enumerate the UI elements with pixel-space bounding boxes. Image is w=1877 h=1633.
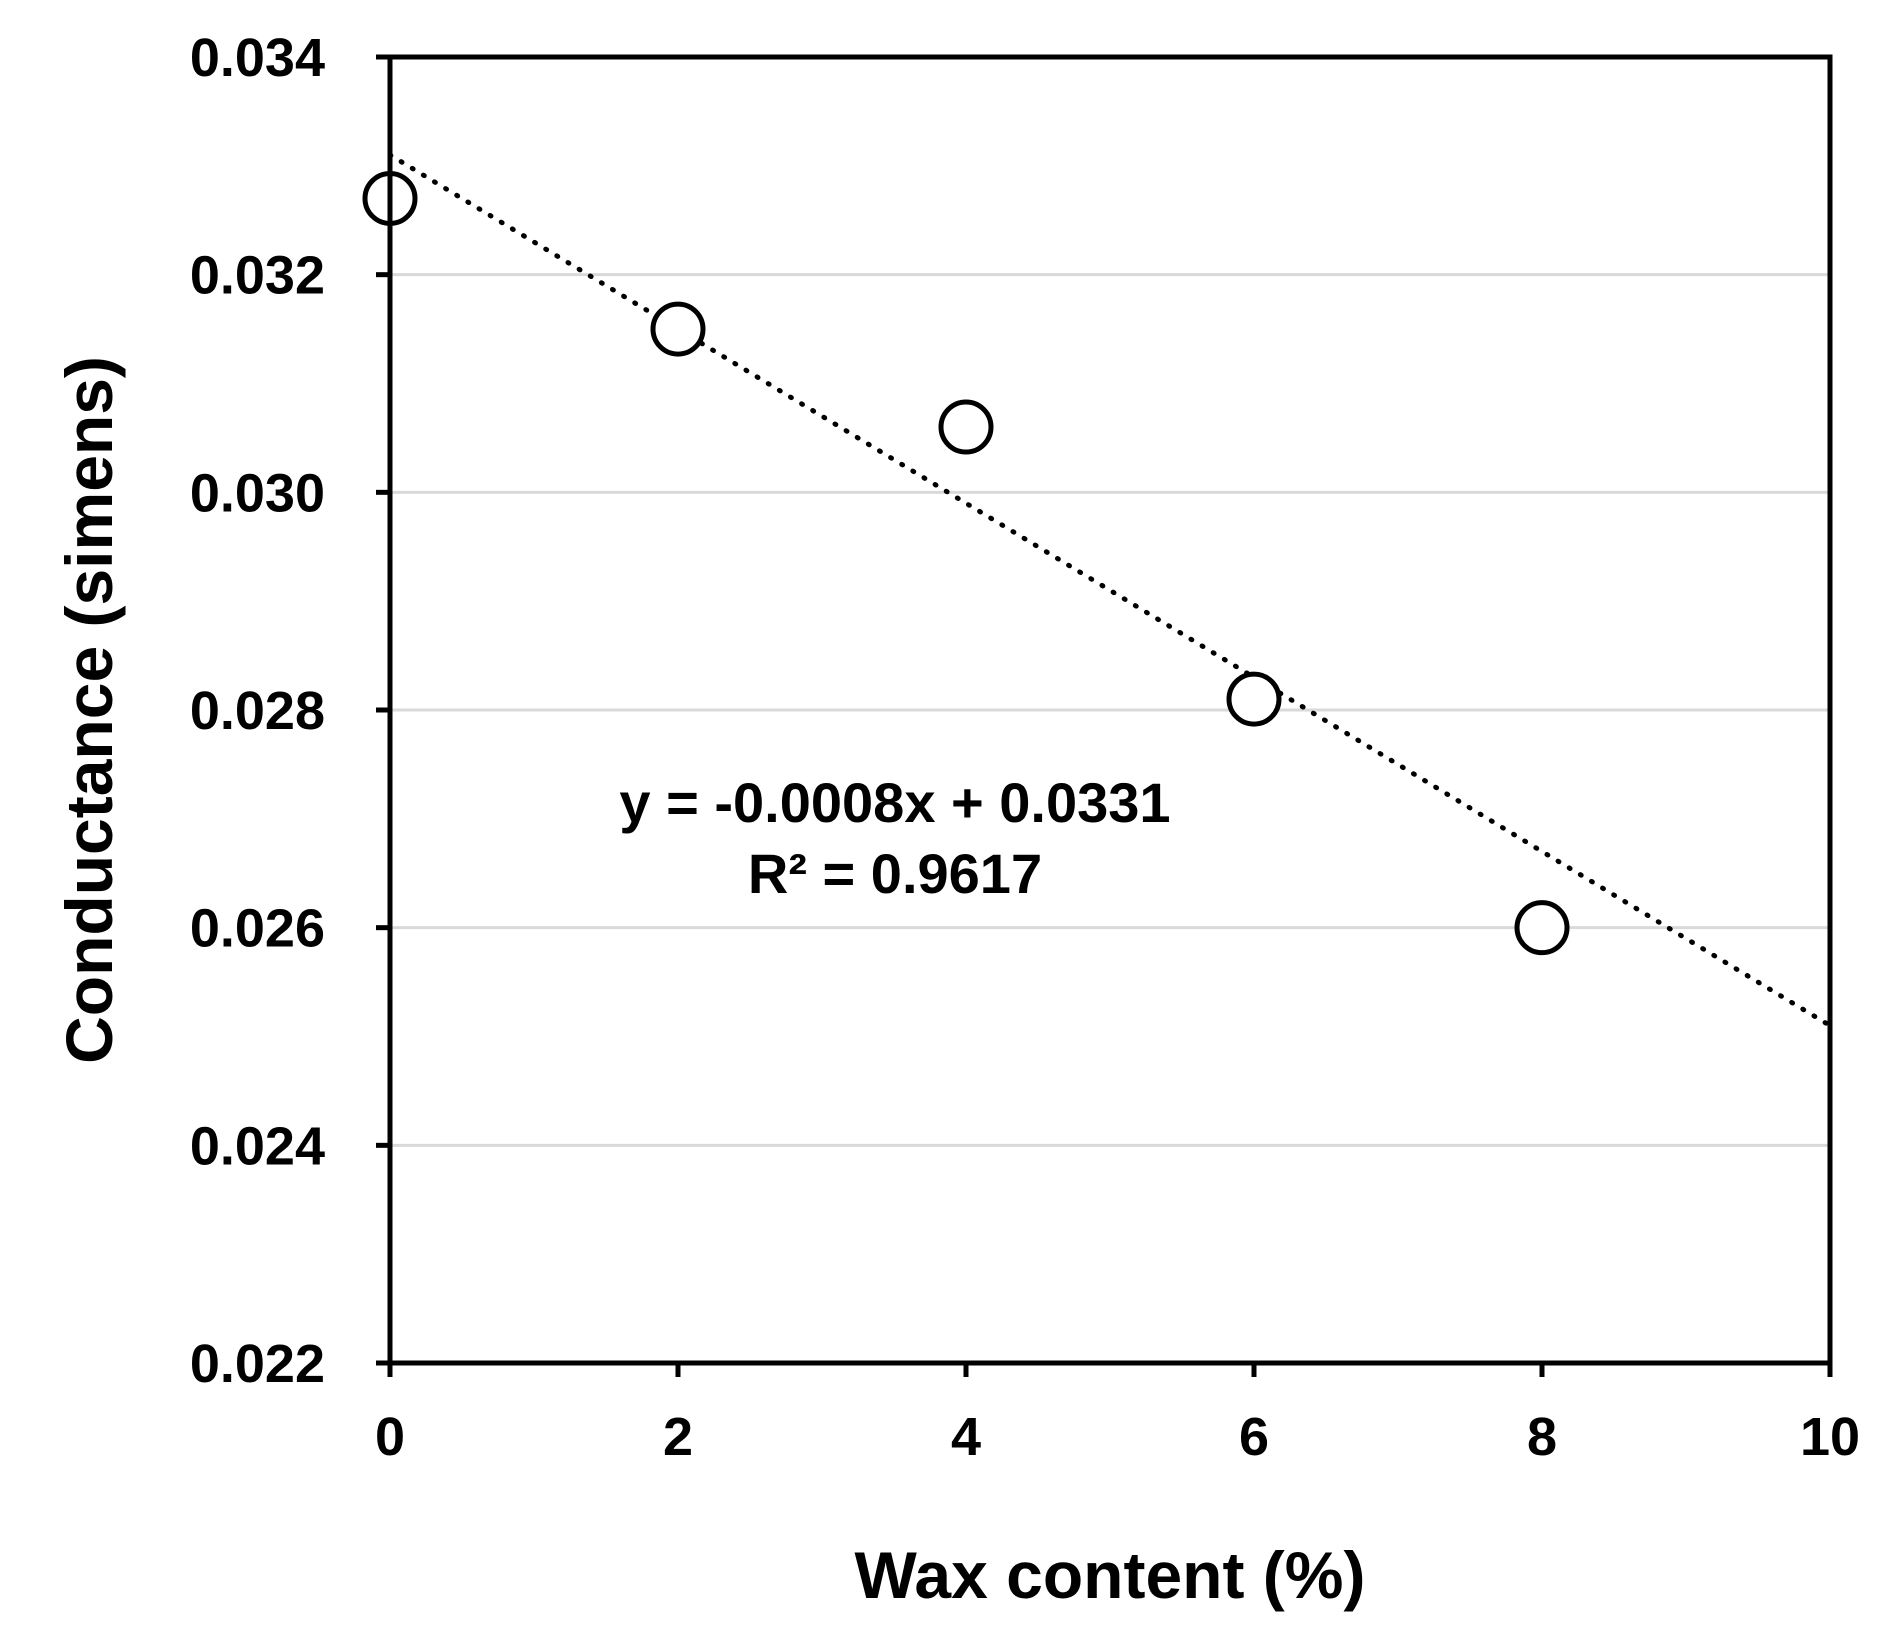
trendline-equation: y = -0.0008x + 0.0331 <box>619 771 1170 834</box>
x-tick-label-4: 8 <box>1527 1407 1557 1467</box>
y-axis-title: Conductance (simens) <box>52 356 126 1064</box>
y-tick-label-6: 0.034 <box>190 28 325 88</box>
y-tick-label-3: 0.028 <box>190 681 325 741</box>
x-axis-title: Wax content (%) <box>855 1538 1366 1612</box>
data-point-3 <box>1226 671 1282 727</box>
gridlines <box>390 273 1830 1147</box>
data-points <box>362 170 1570 956</box>
trendline-group <box>387 152 1833 1029</box>
data-point-4 <box>1514 900 1570 956</box>
x-tick-label-3: 6 <box>1239 1407 1269 1467</box>
trendline <box>387 152 1833 1029</box>
y-tick-label-4: 0.030 <box>190 463 325 523</box>
x-tick-label-2: 4 <box>951 1407 981 1467</box>
y-tick-label-5: 0.032 <box>190 246 325 306</box>
y-tick-label-1: 0.024 <box>190 1116 325 1176</box>
y-tick-label-0: 0.022 <box>190 1334 325 1394</box>
data-point-2 <box>938 399 994 455</box>
x-tick-label-1: 2 <box>663 1407 693 1467</box>
y-axis-ticks: 0.022 0.024 0.026 0.028 0.030 0.032 0.034 <box>190 28 390 1394</box>
data-point-1 <box>650 301 706 357</box>
x-axis-ticks: 0 2 4 6 8 10 <box>375 1363 1860 1467</box>
x-tick-label-0: 0 <box>375 1407 405 1467</box>
x-tick-label-5: 10 <box>1800 1407 1860 1467</box>
trendline-r-squared: R² = 0.9617 <box>748 842 1042 905</box>
y-tick-label-2: 0.026 <box>190 899 325 959</box>
